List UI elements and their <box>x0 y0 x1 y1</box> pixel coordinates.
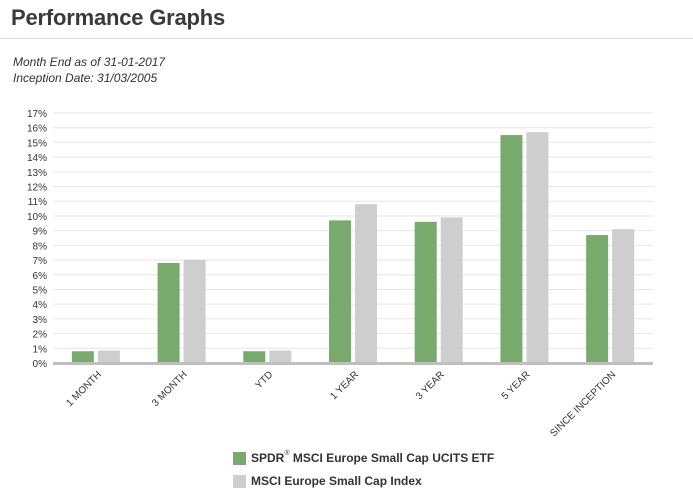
bar-index[interactable] <box>97 350 120 364</box>
y-tick-label: 3% <box>33 315 48 326</box>
legend-label-fund: SPDR® MSCI Europe Small Cap UCITS ETF <box>251 450 495 465</box>
y-tick-label: 6% <box>33 271 48 282</box>
bar-index[interactable] <box>612 229 635 363</box>
y-tick-label: 13% <box>27 168 47 179</box>
legend-item-index[interactable]: MSCI Europe Small Cap Index <box>233 474 422 488</box>
y-tick-label: 15% <box>27 138 47 149</box>
y-tick-label: 17% <box>27 109 47 120</box>
y-tick-label: 12% <box>27 183 47 194</box>
x-tick-label: YTD <box>253 369 275 391</box>
bar-fund[interactable] <box>329 220 351 363</box>
y-tick-label: 2% <box>33 330 48 341</box>
bar-fund[interactable] <box>414 221 437 363</box>
inception-date: Inception Date: 31/03/2005 <box>13 71 158 85</box>
legend-item-fund[interactable]: SPDR® MSCI Europe Small Cap UCITS ETF <box>233 450 495 465</box>
y-tick-label: 0% <box>33 359 48 370</box>
legend-swatch-fund <box>233 451 246 465</box>
y-tick-label: 8% <box>33 241 48 252</box>
bar-index[interactable] <box>269 350 292 364</box>
month-end-date: Month End as of 31-01-2017 <box>13 55 166 69</box>
y-tick-label: 11% <box>28 197 47 208</box>
bar-index[interactable] <box>526 132 549 363</box>
legend-swatch-index <box>233 474 246 488</box>
bar-index[interactable] <box>440 217 463 363</box>
x-tick-label: SINCE INCEPTION <box>548 369 618 439</box>
y-tick-label: 10% <box>27 212 47 223</box>
bar-fund[interactable] <box>586 235 609 363</box>
y-tick-label: 14% <box>27 153 47 164</box>
y-tick-label: 16% <box>27 124 47 135</box>
grid-lines <box>53 112 653 364</box>
page-title: Performance Graphs <box>11 5 226 30</box>
y-tick-label: 1% <box>33 344 48 355</box>
bar-fund[interactable] <box>500 135 523 363</box>
page-header: Performance Graphs <box>0 0 693 39</box>
x-tick-label: 5 YEAR <box>500 369 533 402</box>
bar-index[interactable] <box>355 204 377 363</box>
bar-fund[interactable] <box>157 263 180 363</box>
legend-label-index: MSCI Europe Small Cap Index <box>251 474 422 488</box>
bar-fund[interactable] <box>71 351 94 363</box>
x-axis-ticks: 1 MONTH 3 MONTH YTD 1 YEAR 3 YEAR 5 YEAR SINCE… <box>64 369 618 439</box>
x-tick-label: 3 YEAR <box>414 369 447 402</box>
bar-series <box>71 132 635 364</box>
bar-index[interactable] <box>183 260 206 363</box>
y-tick-label: 9% <box>33 227 48 238</box>
x-tick-label: 1 MONTH <box>64 369 104 409</box>
y-tick-label: 5% <box>33 285 48 296</box>
x-tick-label: 3 MONTH <box>150 369 190 409</box>
x-tick-label: 1 YEAR <box>328 369 361 402</box>
y-tick-label: 4% <box>33 300 48 311</box>
y-axis-ticks: 0% 1% 2% 3% 4% 5% 6% 7% 8% 9% 10% 11% 12% 13% 14% 15% 16… <box>27 109 47 370</box>
bar-fund[interactable] <box>243 351 266 363</box>
y-tick-label: 7% <box>33 256 48 267</box>
